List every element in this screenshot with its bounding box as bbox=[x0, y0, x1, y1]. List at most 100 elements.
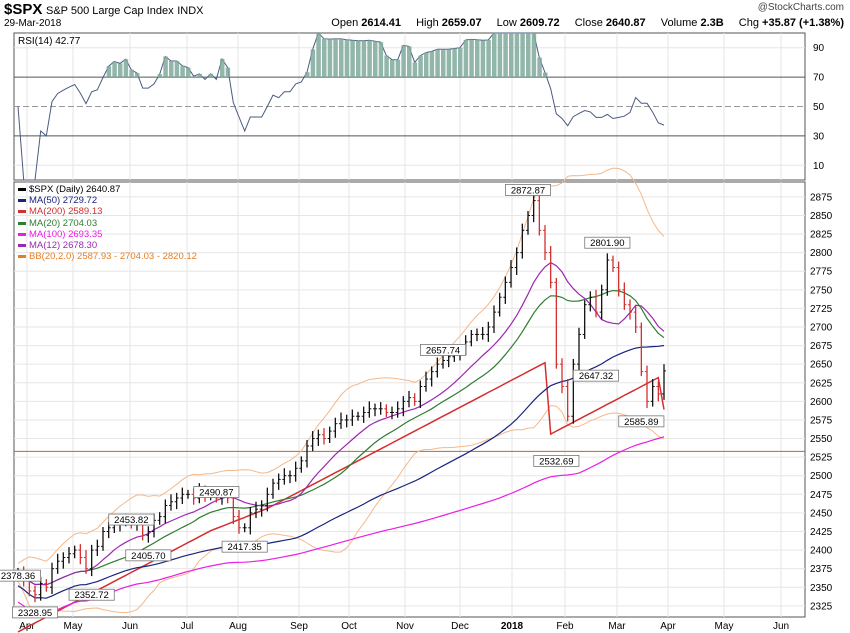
price-legend: $SPX (Daily) 2640.87 MA(50) 2729.72 MA(200… bbox=[18, 184, 197, 262]
rsi-overbought-fill bbox=[424, 52, 429, 78]
annotation-label: 2378.36 bbox=[1, 571, 35, 582]
y-tick-label: 2675 bbox=[810, 341, 833, 352]
legend-entry: MA(100) 2693.35 bbox=[18, 229, 197, 240]
rsi-tick-label: 30 bbox=[813, 131, 825, 142]
y-tick-label: 2475 bbox=[810, 490, 833, 501]
legend-text: $SPX (Daily) 2640.87 bbox=[29, 184, 121, 195]
ma200-line bbox=[17, 361, 665, 633]
y-tick-label: 2450 bbox=[810, 508, 833, 519]
x-tick-label: Dec bbox=[451, 621, 469, 632]
rsi-overbought-fill bbox=[208, 73, 214, 78]
legend-swatch bbox=[18, 221, 26, 225]
rsi-overbought-fill bbox=[169, 61, 174, 78]
y-tick-label: 2575 bbox=[810, 415, 833, 426]
legend-text: MA(100) 2693.35 bbox=[29, 228, 103, 240]
annotation-box bbox=[584, 236, 631, 249]
y-tick-label: 2825 bbox=[810, 230, 833, 241]
rsi-overbought-fill bbox=[322, 38, 327, 78]
chart-date: 29-Mar-2018 bbox=[4, 18, 62, 29]
x-tick-label: Jul bbox=[181, 621, 194, 632]
x-tick-label: May bbox=[715, 621, 734, 632]
rsi-overbought-fill bbox=[475, 39, 480, 78]
rsi-overbought-fill bbox=[520, 33, 525, 78]
rsi-overbought-fill bbox=[361, 40, 367, 78]
annotation-box bbox=[618, 415, 665, 428]
bollinger-lower bbox=[17, 404, 665, 614]
rsi-tick-label: 50 bbox=[813, 102, 825, 113]
y-tick-label: 2500 bbox=[810, 471, 833, 482]
y-tick-label: 2400 bbox=[810, 546, 833, 557]
rsi-overbought-fill bbox=[469, 39, 474, 78]
rsi-overbought-fill bbox=[118, 63, 123, 78]
x-tick-label: Jun bbox=[122, 621, 138, 632]
rsi-overbought-fill bbox=[526, 33, 531, 78]
y-tick-label: 2800 bbox=[810, 248, 833, 259]
rsi-overbought-fill bbox=[395, 59, 401, 78]
y-tick-label: 2550 bbox=[810, 434, 833, 445]
annotation-box bbox=[0, 569, 42, 582]
rsi-overbought-fill bbox=[537, 57, 542, 78]
x-tick-label: Nov bbox=[396, 621, 414, 632]
rsi-overbought-fill bbox=[543, 72, 548, 78]
annotation-label: 2405.70 bbox=[131, 551, 165, 562]
low-label: Low bbox=[496, 17, 517, 29]
y-tick-label: 2850 bbox=[810, 211, 833, 222]
high-label: High bbox=[416, 17, 439, 29]
x-tick-label: Jun bbox=[773, 621, 789, 632]
rsi-overbought-fill bbox=[452, 48, 457, 78]
rsi-overbought-fill bbox=[463, 40, 469, 78]
legend-entry: MA(200) 2589.13 bbox=[18, 206, 197, 217]
legend-swatch bbox=[18, 232, 26, 236]
legend-entry: MA(12) 2678.30 bbox=[18, 240, 197, 251]
rsi-tick-label: 70 bbox=[813, 73, 825, 84]
legend-text: MA(12) 2678.30 bbox=[29, 240, 98, 252]
y-tick-label: 2875 bbox=[810, 192, 833, 203]
x-tick-label: May bbox=[64, 621, 83, 632]
rsi-overbought-fill bbox=[486, 40, 491, 78]
legend-swatch bbox=[18, 199, 26, 203]
rsi-overbought-fill bbox=[112, 61, 117, 78]
volume-value: 2.3B bbox=[700, 17, 724, 29]
rsi-overbought-fill bbox=[339, 38, 344, 78]
rsi-overbought-fill bbox=[503, 33, 508, 78]
chg-label: Chg bbox=[738, 17, 759, 29]
x-tick-label: Mar bbox=[608, 621, 626, 632]
legend-text: BB(20,2.0) 2587.93 - 2704.03 - 2820.12 bbox=[29, 251, 197, 263]
rsi-overbought-fill bbox=[446, 49, 452, 78]
annotation-box bbox=[221, 540, 268, 553]
legend-swatch bbox=[18, 187, 26, 191]
rsi-overbought-fill bbox=[412, 62, 418, 78]
legend-text: MA(50) 2729.72 bbox=[29, 195, 98, 207]
rsi-overbought-fill bbox=[220, 58, 225, 78]
rsi-overbought-fill bbox=[378, 42, 384, 78]
x-tick-label: Feb bbox=[556, 621, 574, 632]
symbol: $SPX bbox=[4, 1, 43, 18]
rsi-overbought-fill bbox=[123, 59, 129, 78]
rsi-overbought-fill bbox=[480, 40, 486, 78]
high-value: 2659.07 bbox=[441, 17, 482, 29]
annotation-label: 2872.87 bbox=[511, 185, 545, 196]
copyright: @StockCharts.com bbox=[757, 2, 844, 13]
rsi-tick-label: 10 bbox=[813, 161, 825, 172]
rsi-overbought-fill bbox=[174, 61, 180, 78]
open-value: 2614.41 bbox=[361, 17, 402, 29]
annotation-box bbox=[108, 513, 155, 526]
ma50-line bbox=[17, 344, 665, 599]
annotation-label: 2328.95 bbox=[18, 608, 52, 619]
ma100-line bbox=[17, 436, 665, 616]
legend-swatch bbox=[18, 210, 26, 214]
annotation-label: 2417.35 bbox=[227, 542, 261, 553]
y-tick-label: 2700 bbox=[810, 323, 833, 334]
annotation-box bbox=[125, 549, 172, 562]
rsi-overbought-fill bbox=[191, 76, 197, 78]
exchange: INDX bbox=[177, 5, 204, 17]
rsi-overbought-fill bbox=[373, 41, 378, 78]
rsi-overbought-fill bbox=[458, 47, 463, 78]
rsi-overbought-fill bbox=[418, 55, 423, 78]
rsi-overbought-fill bbox=[390, 59, 395, 78]
bollinger-upper bbox=[17, 167, 665, 564]
rsi-overbought-fill bbox=[129, 69, 134, 78]
chart-title: $SPX S&P 500 Large Cap Index INDX bbox=[4, 1, 204, 18]
rsi-tick-label: 90 bbox=[813, 43, 825, 54]
